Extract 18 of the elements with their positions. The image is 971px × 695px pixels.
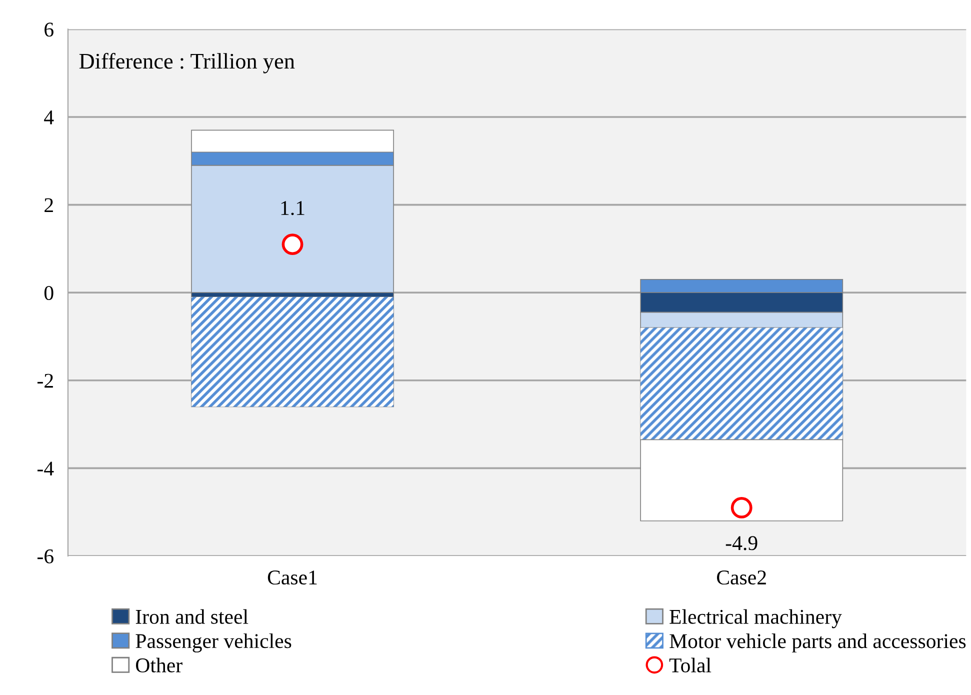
- y-tick-label: 2: [44, 198, 53, 212]
- x-tick-label: Case2: [717, 570, 766, 585]
- legend-label: Tolal: [669, 658, 712, 672]
- legend-label: Motor vehicle parts and accessories: [670, 634, 966, 652]
- legend-label: Passenger vehicles: [136, 633, 292, 652]
- y-tick-label: 6: [44, 22, 54, 37]
- y-tick-label: -6: [38, 549, 54, 564]
- y-tick-label: 4: [44, 110, 54, 124]
- data-label: -4.9: [726, 536, 758, 550]
- legend-label: Other: [136, 658, 182, 672]
- legend-label: Electrical machinery: [670, 609, 842, 628]
- x-tick-label: Case1: [268, 570, 317, 585]
- data-label: 1.1: [281, 201, 304, 216]
- y-tick-label: -2: [38, 374, 53, 388]
- y-tick-label: -4: [38, 462, 54, 476]
- legend-label: Iron and steel: [136, 609, 248, 624]
- annotation: Difference : Trillion yen: [79, 52, 295, 74]
- y-tick-label: 0: [44, 286, 54, 300]
